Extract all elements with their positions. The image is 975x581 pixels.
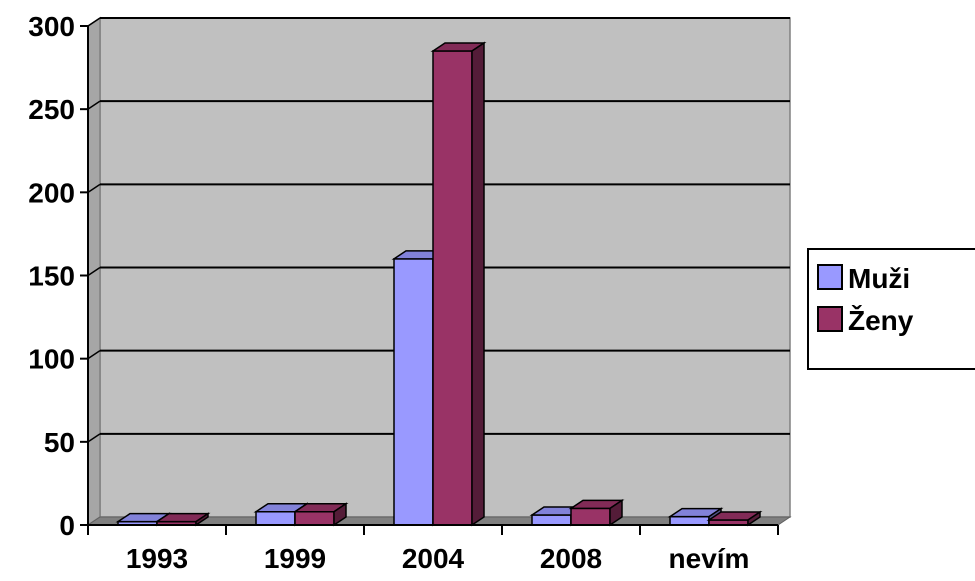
- legend: Muži Ženy: [807, 248, 975, 370]
- gridline-side: [87, 17, 101, 27]
- y-tick-label: 100: [28, 344, 75, 375]
- x-tick-label: nevím: [669, 543, 750, 574]
- x-axis-tick-labels: 1993 1999 2004 2008 nevím: [126, 543, 750, 574]
- legend-label: Muži: [848, 263, 910, 294]
- y-axis-tick-labels: 0 50 100 150 200 250 300: [28, 11, 75, 541]
- bar: [430, 41, 487, 527]
- x-tick-label: 2004: [402, 543, 465, 574]
- x-tick-label: 1999: [264, 543, 326, 574]
- y-tick-label: 250: [28, 94, 75, 125]
- y-tick-label: 200: [28, 177, 75, 208]
- x-tick-label: 2008: [540, 543, 602, 574]
- y-tick-label: 150: [28, 261, 75, 292]
- bars: [115, 41, 763, 527]
- x-tick-label: 1993: [126, 543, 188, 574]
- y-tick-label: 300: [28, 11, 75, 42]
- legend-swatch: [817, 306, 843, 332]
- gridline-side: [87, 350, 101, 360]
- legend-label: Ženy: [848, 305, 914, 336]
- bar: [154, 512, 211, 527]
- bar: [292, 502, 349, 527]
- gridline-side: [87, 100, 101, 110]
- gridline-side: [87, 433, 101, 443]
- legend-swatch: [817, 264, 843, 290]
- axes: [80, 25, 779, 535]
- gridline-side: [87, 266, 101, 277]
- gridline-side: [87, 183, 101, 193]
- y-tick-label: 50: [44, 427, 75, 458]
- bar: [706, 510, 763, 527]
- bar: [568, 498, 625, 527]
- y-tick-label: 0: [59, 510, 75, 541]
